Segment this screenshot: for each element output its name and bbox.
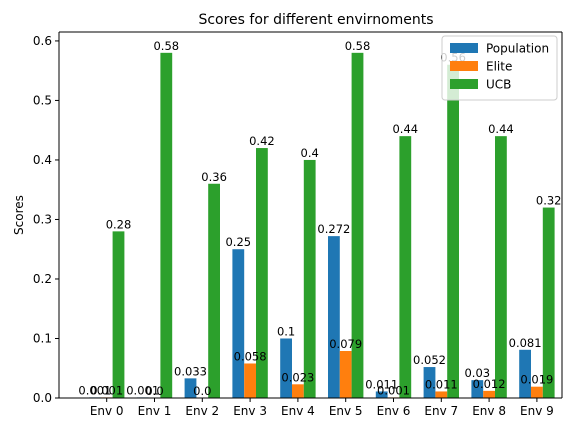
bar-ucb-6: [399, 136, 412, 398]
bar-ucb-1: [160, 52, 173, 398]
y-tick-label-5: 0.5: [33, 93, 52, 107]
bar-population-2: [184, 378, 197, 398]
bar-population-6: [375, 391, 388, 398]
data-label-elite-7: 0.011: [425, 377, 458, 391]
data-label-elite-9: 0.019: [520, 373, 553, 387]
bar-elite-4: [292, 384, 304, 398]
bar-population-5: [328, 236, 340, 398]
y-tick-label-2: 0.2: [33, 272, 52, 286]
y-tick-label-6: 0.6: [33, 34, 52, 48]
data-label-ucb-0: 0.28: [106, 217, 132, 231]
data-label-ucb-2: 0.36: [201, 170, 227, 184]
data-label-population-9: 0.081: [509, 336, 542, 350]
data-label-elite-1: 0.0: [145, 384, 163, 398]
data-label-ucb-6: 0.44: [392, 122, 418, 136]
data-label-ucb-4: 0.4: [301, 146, 319, 160]
plot-area: 0.001 0.0010.0330.250.10.2720.0110.0520.0…: [33, 31, 563, 418]
x-tick-label-2: Env 2: [185, 404, 219, 418]
data-label-ucb-3: 0.42: [249, 134, 275, 148]
data-label-elite-0: 0.001: [90, 383, 123, 397]
data-label-population-4: 0.1: [277, 324, 295, 338]
y-tick-label-1: 0.1: [33, 331, 52, 345]
x-tick-label-9: Env 9: [520, 404, 554, 418]
data-label-ucb-8: 0.44: [488, 122, 514, 136]
bar-elite-3: [244, 363, 256, 398]
data-label-population-7: 0.052: [413, 353, 446, 367]
bar-elite-8: [483, 390, 495, 398]
x-tick-label-0: Env 0: [90, 404, 124, 418]
x-tick-label-3: Env 3: [233, 404, 267, 418]
legend-swatch-population: [450, 43, 478, 53]
bar-ucb-8: [495, 136, 507, 398]
data-label-elite-5: 0.079: [329, 337, 362, 351]
legend-label-elite: Elite: [486, 60, 512, 74]
bar-elite-5: [339, 350, 352, 398]
legend-label-ucb: UCB: [486, 78, 511, 92]
data-label-elite-4: 0.023: [281, 370, 314, 384]
bar-population-9: [519, 349, 531, 398]
data-label-population-8: 0.03: [464, 366, 490, 380]
chart-title: Scores for different envirnoments: [198, 12, 433, 28]
bar-ucb-4: [303, 159, 316, 398]
bar-ucb-5: [351, 52, 364, 398]
data-label-population-3: 0.25: [225, 235, 251, 249]
data-label-population-2: 0.033: [174, 364, 207, 378]
bar-population-8: [471, 380, 484, 398]
legend-label-population: Population: [486, 42, 549, 56]
bar-ucb-3: [256, 148, 268, 398]
x-tick-label-5: Env 5: [329, 404, 363, 418]
data-label-population-1: 0.001: [126, 383, 159, 397]
bar-elite-9: [531, 386, 543, 398]
data-label-elite-3: 0.058: [234, 349, 267, 363]
data-label-elite-8: 0.012: [473, 377, 506, 391]
y-tick-label-0: 0.0: [33, 391, 52, 405]
data-label-ucb-9: 0.32: [536, 194, 562, 208]
x-tick-label-1: Env 1: [138, 404, 172, 418]
bar-ucb-7: [447, 64, 459, 398]
data-label-population-5: 0.272: [317, 222, 350, 236]
x-tick-label-8: Env 8: [472, 404, 506, 418]
bar-ucb-2: [208, 183, 220, 398]
data-label-elite-6: 0.001: [377, 383, 410, 397]
bar-ucb-0: [112, 231, 125, 398]
bar-population-3: [232, 249, 245, 398]
x-tick-label-4: Env 4: [281, 404, 315, 418]
bar-ucb-9: [542, 207, 555, 398]
data-label-ucb-5: 0.58: [345, 39, 371, 53]
y-axis-label: Scores: [12, 195, 26, 235]
bar-elite-7: [435, 391, 448, 398]
data-label-ucb-1: 0.58: [153, 39, 179, 53]
y-tick-label-3: 0.3: [33, 212, 52, 226]
data-label-population-0: 0.001: [78, 383, 111, 397]
legend-swatch-elite: [450, 61, 478, 71]
x-tick-label-6: Env 6: [377, 404, 411, 418]
bar-population-4: [280, 338, 292, 398]
bar-population-7: [423, 367, 436, 398]
data-label-population-6: 0.011: [365, 377, 398, 391]
x-tick-label-7: Env 7: [424, 404, 458, 418]
data-label-elite-2: 0.0: [193, 384, 211, 398]
legend-swatch-ucb: [450, 79, 478, 89]
y-tick-label-4: 0.4: [33, 153, 52, 167]
